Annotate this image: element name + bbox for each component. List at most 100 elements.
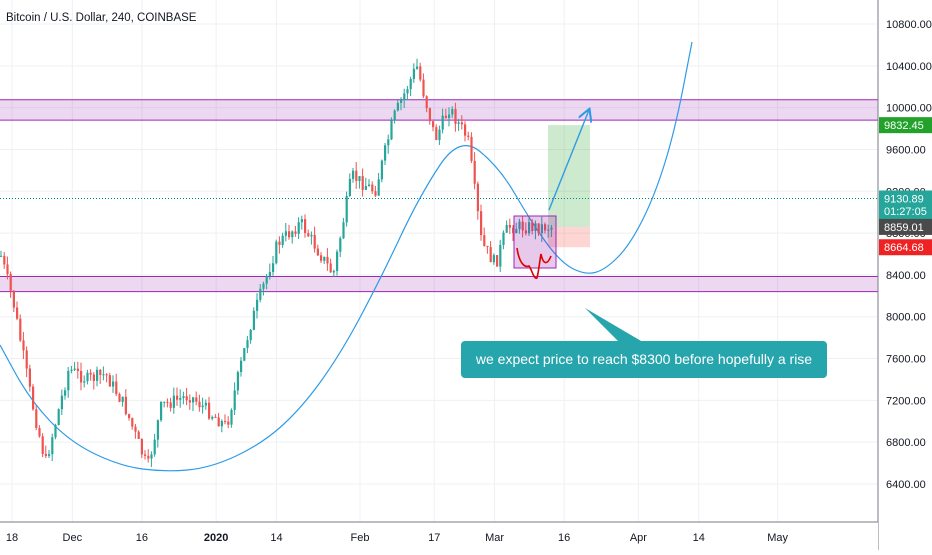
price-tick-label: 7200.00	[886, 395, 926, 407]
candle-body	[156, 420, 159, 440]
candle-body	[544, 224, 547, 231]
candle-body	[460, 122, 463, 125]
price-tick-label: 6800.00	[886, 437, 926, 449]
candle-body	[118, 394, 121, 402]
candle-body	[505, 225, 508, 233]
long-position-tool[interactable]	[548, 125, 590, 248]
candle-body	[496, 255, 499, 267]
candle-body	[60, 395, 63, 410]
callout-pointer	[585, 308, 648, 345]
time-axis-labels: 18 Dec 16 2020 14 Feb 17 Mar 16 Apr 14 May	[6, 532, 789, 544]
candle-body	[422, 79, 425, 97]
candle-body	[406, 89, 409, 94]
candle-body	[518, 221, 521, 230]
candle-body	[188, 400, 191, 403]
candle-body	[396, 102, 399, 111]
candle-body	[54, 424, 57, 438]
support-zone[interactable]	[0, 276, 878, 292]
candle-body	[531, 222, 534, 231]
callout-box	[461, 341, 827, 378]
candle-body	[64, 390, 67, 396]
candle-body	[550, 227, 553, 230]
candle-body	[371, 184, 374, 192]
price-tag-bg	[879, 190, 932, 207]
price-tick-label: 7600.00	[886, 354, 926, 366]
price-tick-label: 10800.00	[886, 19, 932, 31]
target-arrow[interactable]	[548, 110, 589, 211]
candle-body	[265, 276, 268, 284]
candle-body	[416, 66, 419, 69]
candle-body	[57, 409, 60, 425]
candle-body	[473, 160, 476, 184]
candle-body	[390, 120, 393, 140]
candle-body	[428, 108, 431, 122]
candle-body	[352, 170, 355, 179]
candle-body	[323, 256, 326, 261]
candle-body	[169, 402, 172, 408]
candle-body	[51, 437, 54, 455]
price-axis-panel[interactable]	[878, 0, 932, 522]
candle-body	[214, 416, 217, 418]
projection-curve[interactable]	[0, 41, 693, 472]
candle-body	[243, 348, 246, 361]
candle-body	[9, 274, 12, 291]
time-tick-label: Mar	[485, 532, 504, 544]
double-bottom-drawing[interactable]	[516, 247, 552, 280]
candle-body	[201, 405, 204, 408]
candle-body	[307, 232, 310, 237]
candle-body	[451, 108, 454, 115]
candle-body	[83, 381, 86, 383]
candle-body	[204, 402, 207, 406]
candle-body	[432, 121, 435, 128]
candle-body	[336, 251, 339, 271]
candle-body	[233, 390, 236, 410]
candle-body	[348, 178, 351, 196]
price-tag-label: 9130.89	[884, 193, 924, 205]
candle-body	[121, 396, 124, 402]
annotation-callout[interactable]: we expect price to reach $8300 before ho…	[461, 308, 827, 378]
candle-body	[419, 66, 422, 80]
position-stop-zone[interactable]	[548, 226, 590, 248]
candle-body	[300, 219, 303, 223]
drawings-layer[interactable]	[513, 110, 589, 280]
candle-body	[16, 307, 19, 319]
candle-body	[140, 439, 143, 455]
candle-body	[547, 229, 550, 231]
candle-body	[441, 115, 444, 130]
candle-body	[534, 223, 537, 231]
time-tick-label: Apr	[630, 532, 647, 544]
candle-body	[262, 283, 265, 289]
time-tick-label: Dec	[63, 532, 83, 544]
candle-body	[355, 170, 358, 182]
time-axis-panel[interactable]	[0, 522, 878, 550]
candle-body	[268, 272, 271, 277]
candle-body	[400, 99, 403, 103]
candle-body	[288, 231, 291, 238]
candle-body	[454, 108, 457, 124]
candle-body	[185, 396, 188, 401]
time-tick-label: Feb	[351, 532, 370, 544]
candle-body	[358, 176, 361, 182]
price-tag-bg	[879, 117, 932, 134]
candle-body	[105, 374, 108, 376]
candle-body	[448, 114, 451, 119]
candle-body	[67, 370, 70, 391]
candle-body	[403, 93, 406, 100]
candle-body	[80, 370, 83, 383]
candle-body	[128, 414, 131, 419]
price-tag-label: 8859.01	[884, 222, 924, 234]
price-tick-label: 8000.00	[886, 312, 926, 324]
resistance-zone[interactable]	[0, 99, 878, 121]
candle-body	[3, 255, 6, 265]
candle-body	[259, 288, 262, 300]
candle-body	[96, 369, 99, 381]
position-profit-zone[interactable]	[548, 125, 590, 227]
candle-body	[227, 421, 230, 425]
price-tag-label: 8664.68	[884, 242, 924, 254]
time-tick-label: May	[767, 532, 788, 544]
candle-body	[489, 247, 492, 263]
candle-body	[409, 79, 412, 90]
price-tick-label: 10000.00	[886, 103, 932, 115]
